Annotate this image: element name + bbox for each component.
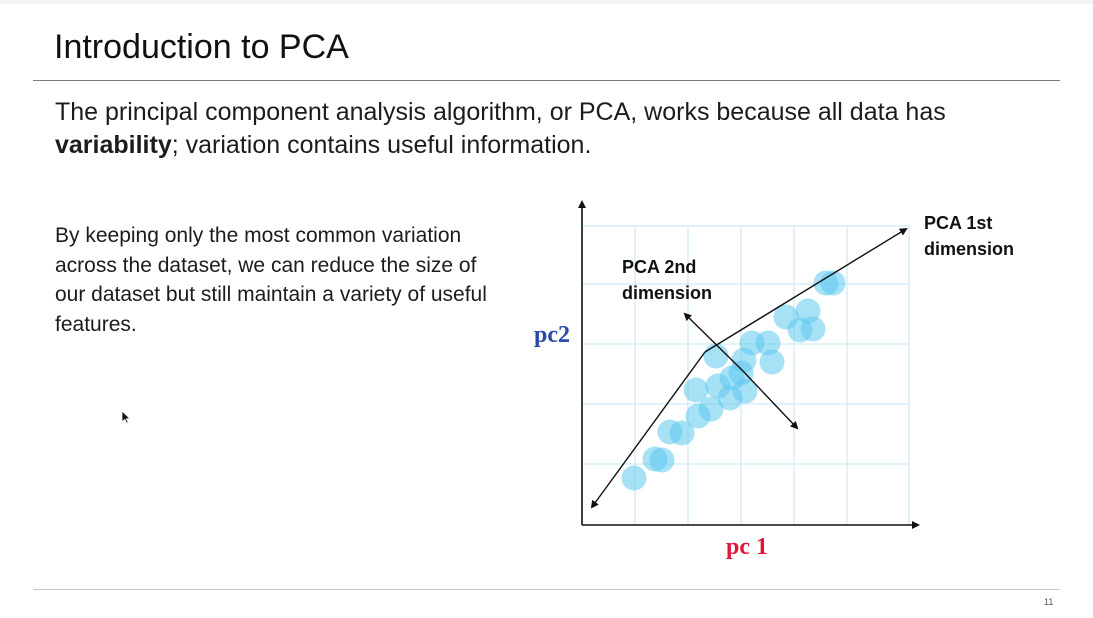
pca-1st-label-line1: PCA 1st — [924, 213, 992, 233]
pca-diagram: PCA 1st dimension PCA 2nd dimension pc2 … — [534, 200, 1014, 560]
data-points — [621, 270, 846, 491]
pca-2nd-label-line1: PCA 2nd — [622, 257, 696, 277]
pca-1st-label-line2: dimension — [924, 239, 1014, 259]
slide-title: Introduction to PCA — [54, 28, 349, 66]
y-axis-label: pc2 — [534, 322, 570, 348]
mouse-pointer-icon — [121, 410, 131, 424]
body-paragraph: By keeping only the most common variatio… — [55, 224, 487, 336]
data-point — [755, 330, 781, 356]
data-point — [759, 349, 785, 375]
footer-divider — [33, 589, 1060, 590]
data-point — [703, 343, 729, 369]
data-point — [795, 298, 821, 324]
data-point — [683, 377, 709, 403]
intro-paragraph: The principal component analysis algorit… — [55, 96, 1055, 162]
title-divider — [33, 80, 1060, 81]
intro-text-end: ; variation contains useful information. — [171, 131, 592, 159]
intro-text-start: The principal component analysis algorit… — [55, 98, 946, 126]
pca-2nd-label-line2: dimension — [622, 283, 712, 303]
data-point — [649, 447, 675, 473]
pca-2nd-dimension-arrow — [683, 312, 743, 371]
data-point — [698, 396, 724, 422]
data-point — [732, 378, 758, 404]
data-point — [669, 420, 695, 446]
pca-1st-dimension-arrow — [590, 351, 706, 509]
x-axis-label: pc 1 — [726, 534, 768, 560]
intro-emphasis: variability — [55, 131, 172, 159]
pca-1st-dimension-arrow-upper — [704, 227, 908, 353]
pca-2nd-dimension-arrow-lower — [741, 369, 799, 430]
data-point — [621, 465, 647, 491]
page-number: 11 — [1044, 597, 1054, 607]
top-strip — [0, 0, 1093, 4]
